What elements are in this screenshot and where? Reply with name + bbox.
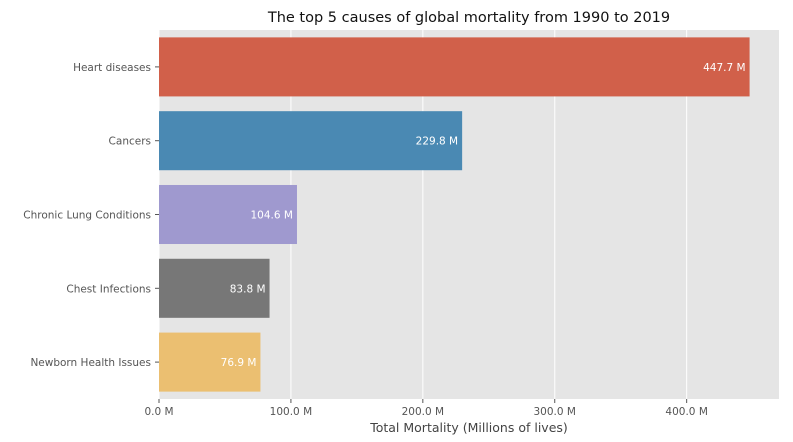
- x-tick-label: 0.0 M: [144, 406, 173, 418]
- y-tick-label: Chest Infections: [66, 283, 151, 295]
- bars: 447.7 M 229.8 M 104.6 M 83.8 M 76.9 M: [159, 37, 750, 392]
- x-tick-label: 300.0 M: [534, 406, 576, 418]
- bar: [159, 184, 297, 245]
- x-tick-label: 100.0 M: [270, 406, 312, 418]
- y-tick-label: Chronic Lung Conditions: [23, 210, 151, 222]
- x-axis-ticks: 0.0 M 100.0 M 200.0 M 300.0 M 400.0 M: [144, 399, 708, 418]
- y-tick-label: Cancers: [109, 136, 151, 148]
- y-axis-ticks: Heart diseases Cancers Chronic Lung Condit…: [23, 62, 159, 369]
- bar: [159, 111, 463, 171]
- bar: [159, 258, 270, 318]
- bar-value-label: 83.8 M: [230, 283, 266, 295]
- y-tick-label: Newborn Health Issues: [30, 357, 151, 369]
- chart-title: The top 5 causes of global mortality fro…: [267, 10, 670, 26]
- y-tick-label: Heart diseases: [73, 62, 151, 74]
- bar-value-label: 447.7 M: [703, 62, 745, 74]
- bar-value-label: 229.8 M: [416, 136, 458, 148]
- bar-value-label: 76.9 M: [221, 357, 257, 369]
- bar: [159, 37, 750, 97]
- x-tick-label: 200.0 M: [402, 406, 444, 418]
- x-tick-label: 400.0 M: [665, 406, 707, 418]
- bar-value-label: 104.6 M: [251, 210, 293, 222]
- bar: [159, 332, 261, 392]
- x-axis-label: Total Mortality (Millions of lives): [369, 420, 568, 435]
